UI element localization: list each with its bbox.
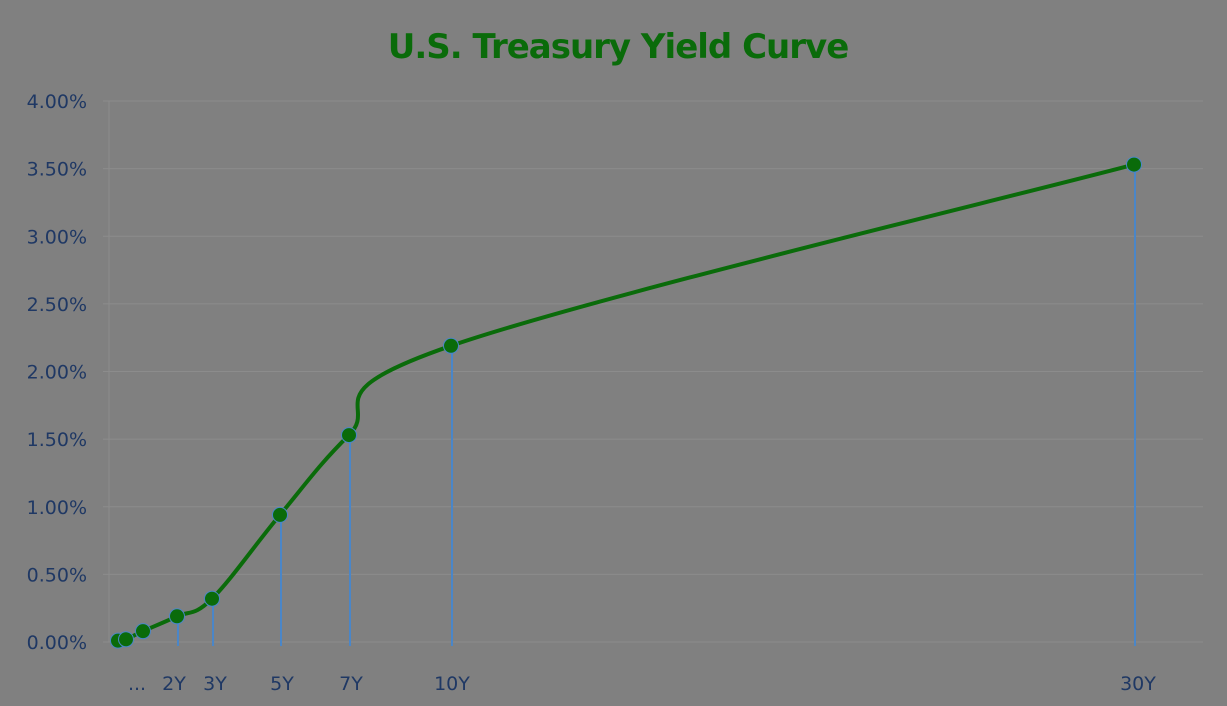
chart-title: U.S. Treasury Yield Curve <box>388 27 849 67</box>
y-axis: 0.00% 0.50% 1.00% 1.50% 2.00% 2.50% 3.00% 3.50%… <box>27 91 87 654</box>
x-tick-label: 7Y <box>339 673 363 695</box>
x-tick-label: 3Y <box>203 673 227 695</box>
drop-lines <box>177 164 1136 646</box>
y-tick-label: 2.00% <box>27 362 87 384</box>
x-tick-label: 30Y <box>1120 673 1156 695</box>
x-tick-label: ... <box>128 673 146 695</box>
data-markers <box>110 156 1142 649</box>
data-point-7y <box>341 427 357 444</box>
data-point-3m <box>118 631 134 648</box>
y-tick-label: 2.50% <box>27 294 87 316</box>
data-point-1y <box>135 623 151 640</box>
y-tick-label: 0.00% <box>27 632 87 654</box>
data-point-30y <box>1126 156 1142 173</box>
y-tick-label: 3.50% <box>27 159 87 181</box>
gridlines <box>103 100 1203 643</box>
x-axis: ... 2Y 3Y 5Y 7Y 10Y 30Y <box>128 673 1156 695</box>
y-tick-label: 0.50% <box>27 564 87 586</box>
x-tick-label: 10Y <box>434 673 470 695</box>
y-tick-label: 1.50% <box>27 429 87 451</box>
x-tick-label: 2Y <box>162 673 186 695</box>
data-point-10y <box>443 337 459 354</box>
y-tick-label: 3.00% <box>27 226 87 248</box>
data-point-2y <box>169 608 185 625</box>
x-tick-label: 5Y <box>270 673 294 695</box>
y-tick-label: 1.00% <box>27 497 87 519</box>
data-point-3y <box>204 590 220 607</box>
y-tick-label: 4.00% <box>27 91 87 113</box>
data-point-5y <box>272 506 288 523</box>
